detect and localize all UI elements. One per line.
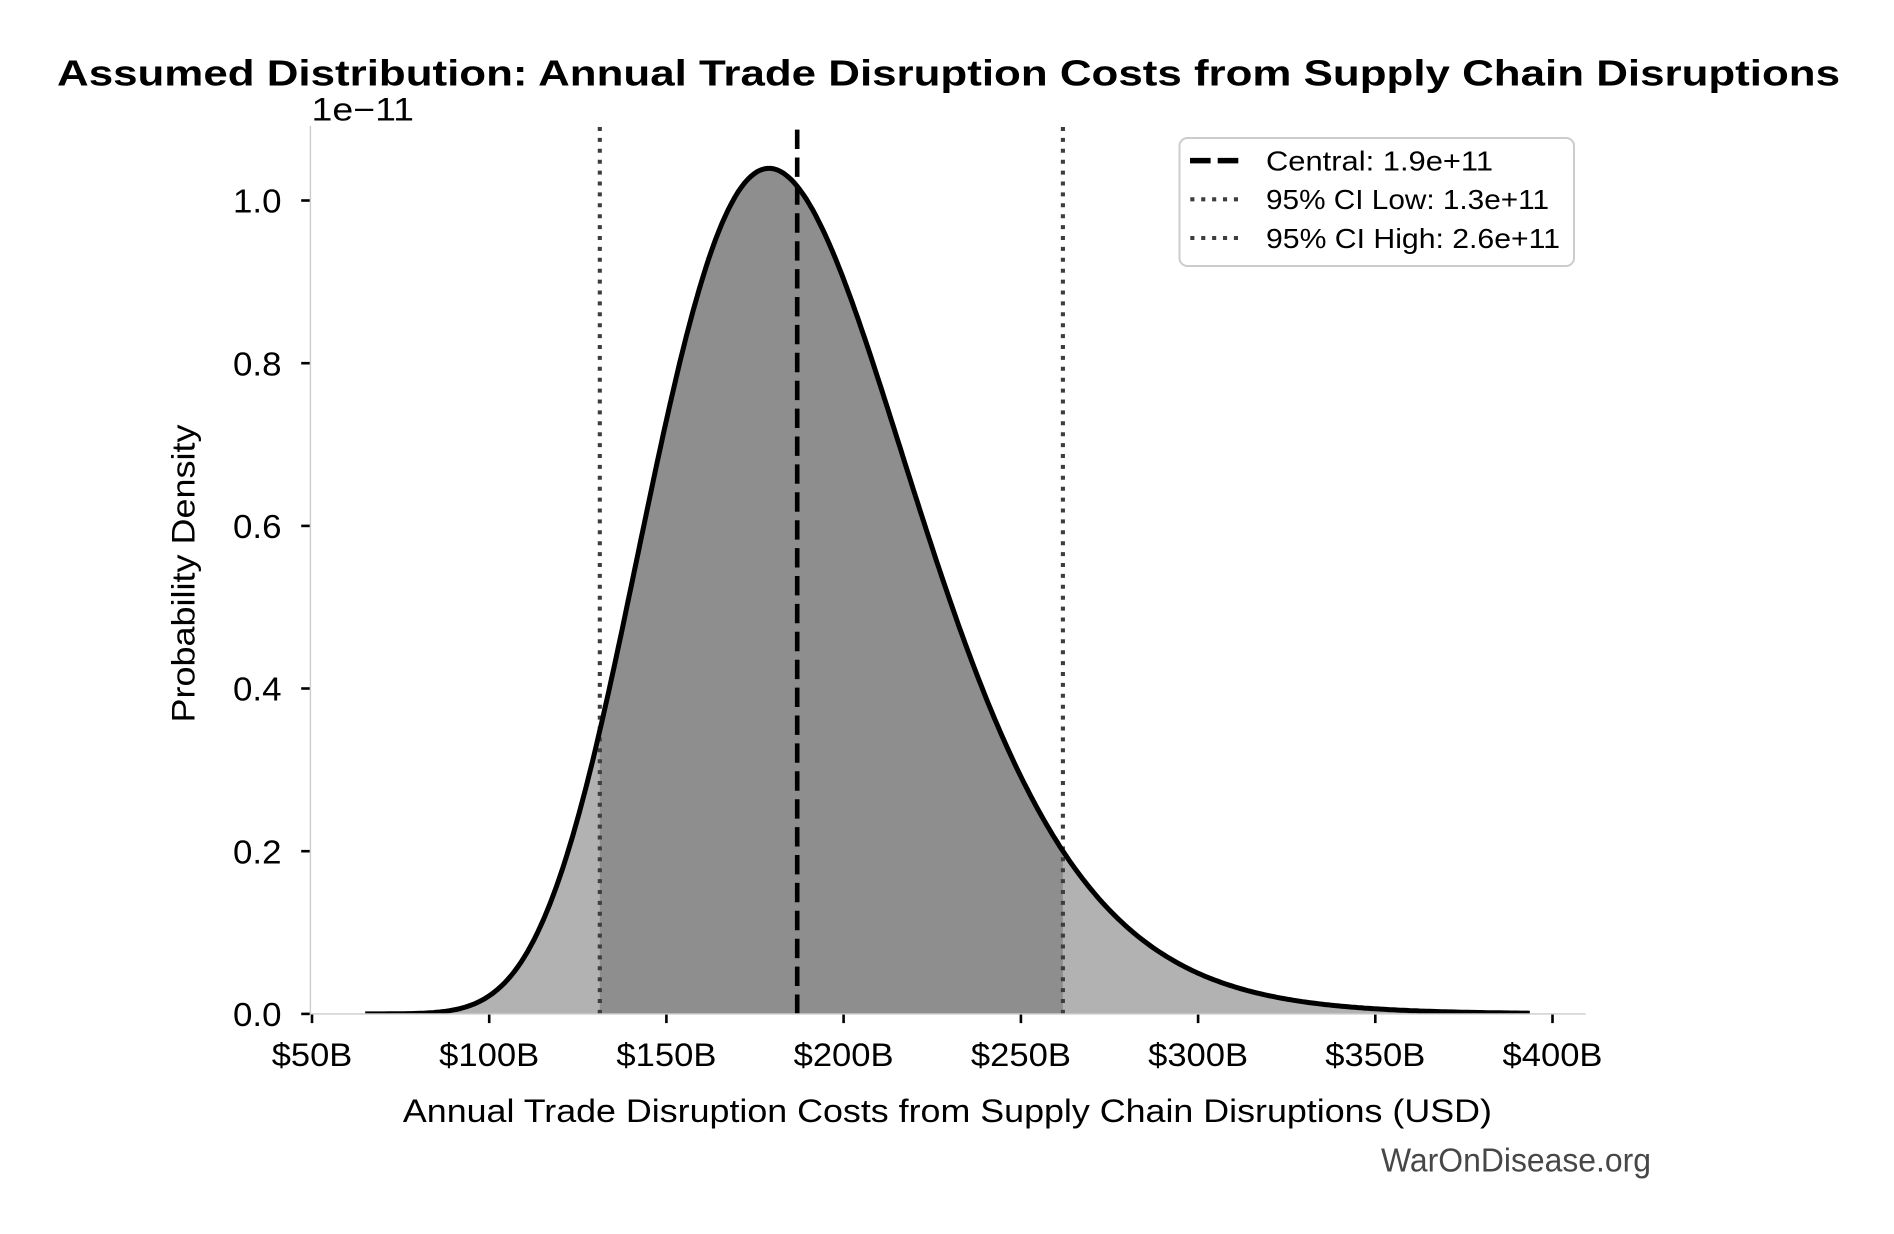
svg-text:95% CI Low: 1.3e+11: 95% CI Low: 1.3e+11: [1266, 184, 1549, 215]
svg-text:$50B: $50B: [272, 1037, 353, 1073]
svg-text:$100B: $100B: [439, 1037, 539, 1073]
svg-text:WarOnDisease.org: WarOnDisease.org: [1381, 1142, 1651, 1179]
svg-text:95% CI High: 2.6e+11: 95% CI High: 2.6e+11: [1266, 223, 1560, 254]
svg-text:$300B: $300B: [1148, 1037, 1248, 1073]
svg-text:$250B: $250B: [971, 1037, 1071, 1073]
svg-text:0.6: 0.6: [233, 508, 282, 545]
svg-text:0.0: 0.0: [233, 996, 282, 1033]
svg-text:1e−11: 1e−11: [312, 92, 415, 128]
svg-text:0.2: 0.2: [233, 833, 282, 870]
svg-text:$350B: $350B: [1325, 1037, 1425, 1073]
svg-text:Probability Density: Probability Density: [165, 425, 201, 723]
svg-text:0.4: 0.4: [233, 671, 282, 708]
svg-text:$200B: $200B: [794, 1037, 894, 1073]
svg-text:Assumed Distribution: Annual T: Assumed Distribution: Annual Trade Disru…: [57, 53, 1840, 94]
svg-text:$150B: $150B: [616, 1037, 716, 1073]
svg-text:Central: 1.9e+11: Central: 1.9e+11: [1266, 145, 1493, 176]
svg-text:0.8: 0.8: [233, 345, 282, 382]
svg-text:Annual Trade Disruption Costs: Annual Trade Disruption Costs from Suppl…: [403, 1093, 1492, 1129]
svg-text:$400B: $400B: [1503, 1037, 1603, 1073]
svg-text:1.0: 1.0: [233, 183, 282, 220]
